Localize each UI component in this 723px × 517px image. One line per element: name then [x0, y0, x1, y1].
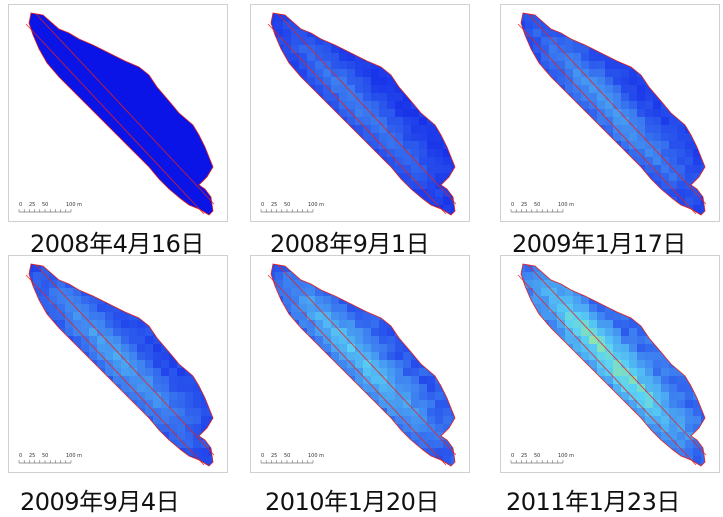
- scale-bar-label: 25: [29, 453, 35, 459]
- scale-bar-label: 25: [271, 202, 277, 208]
- track-line: [517, 23, 697, 215]
- scale-bar-label: 100 m: [308, 453, 324, 459]
- scale-bar-label: 100 m: [308, 202, 324, 208]
- scale-bar-label: 0: [261, 453, 264, 459]
- track-line: [267, 23, 447, 215]
- map-frame: 0 25 50 100 m: [8, 4, 228, 222]
- scale-bar-label: 50: [42, 453, 48, 459]
- scale-bar-label: 50: [534, 202, 540, 208]
- raster-cells: [29, 13, 213, 215]
- map-panel: 0 25 50 100 m: [250, 255, 470, 479]
- date-caption: 2009年9月4日: [20, 488, 180, 516]
- scale-bar-label: 50: [284, 202, 290, 208]
- map-panel: 0 25 50 100 m: [500, 4, 720, 228]
- scale-bar-label: 25: [521, 202, 527, 208]
- scale-bar-label: 50: [42, 202, 48, 208]
- track-line: [527, 264, 707, 456]
- track-line: [25, 274, 205, 466]
- field-raster-map: 0 25 50 100 m: [510, 12, 707, 216]
- scale-bar-label: 100 m: [558, 453, 574, 459]
- field-raster-map: 0 25 50 100 m: [18, 12, 215, 216]
- scale-bar-label: 50: [534, 453, 540, 459]
- track-line: [35, 13, 215, 205]
- field-raster-map: 0 25 50 100 m: [510, 263, 707, 467]
- field-boundary: [520, 12, 706, 216]
- raster-cells: [271, 264, 455, 466]
- raster-cells: [521, 13, 705, 215]
- field-boundary: [270, 12, 456, 216]
- scale-bar-label: 0: [19, 453, 22, 459]
- field-raster-map: 0 25 50 100 m: [260, 263, 457, 467]
- raster-cells: [29, 264, 213, 466]
- scale-bar: 0 25 50 100 m: [260, 453, 324, 464]
- field-raster-map: 0 25 50 100 m: [18, 263, 215, 467]
- field-raster-map: 0 25 50 100 m: [260, 12, 457, 216]
- raster-cells: [521, 264, 705, 466]
- map-panel: 0 25 50 100 m: [8, 255, 228, 479]
- track-line: [25, 23, 205, 215]
- field-boundary: [28, 263, 214, 467]
- scale-bar: 0 25 50 100 m: [510, 453, 574, 464]
- track-line: [277, 264, 457, 456]
- date-caption: 2011年1月23日: [506, 488, 680, 516]
- date-caption: 2010年1月20日: [265, 488, 439, 516]
- track-line: [527, 13, 707, 205]
- map-panel: 0 25 50 100 m: [250, 4, 470, 228]
- scale-bar-label: 100 m: [66, 453, 82, 459]
- scale-bar: 0 25 50 100 m: [18, 202, 82, 213]
- map-panel: 0 25 50 100 m: [500, 255, 720, 479]
- scale-bar-label: 25: [271, 453, 277, 459]
- track-line: [517, 274, 697, 466]
- map-panel: 0 25 50 100 m: [8, 4, 228, 228]
- scale-bar-label: 0: [261, 202, 264, 208]
- track-line: [35, 264, 215, 456]
- raster-cells: [271, 13, 455, 215]
- scale-bar: 0 25 50 100 m: [260, 202, 324, 213]
- date-caption: 2009年1月17日: [512, 230, 686, 258]
- scale-bar-label: 100 m: [558, 202, 574, 208]
- scale-bar-label: 50: [284, 453, 290, 459]
- track-line: [277, 13, 457, 205]
- scale-bar-label: 100 m: [66, 202, 82, 208]
- scale-bar-label: 25: [29, 202, 35, 208]
- scale-bar: 0 25 50 100 m: [510, 202, 574, 213]
- map-frame: 0 25 50 100 m: [250, 255, 470, 473]
- scale-bar-label: 25: [521, 453, 527, 459]
- scale-bar-label: 0: [19, 202, 22, 208]
- field-boundary: [520, 263, 706, 467]
- scale-bar-label: 0: [511, 453, 514, 459]
- track-line: [267, 274, 447, 466]
- scale-bar-label: 0: [511, 202, 514, 208]
- field-boundary: [28, 12, 214, 216]
- map-frame: 0 25 50 100 m: [500, 255, 720, 473]
- map-frame: 0 25 50 100 m: [8, 255, 228, 473]
- date-caption: 2008年4月16日: [30, 230, 204, 258]
- map-frame: 0 25 50 100 m: [500, 4, 720, 222]
- date-caption: 2008年9月1日: [270, 230, 430, 258]
- field-boundary: [270, 263, 456, 467]
- scale-bar: 0 25 50 100 m: [18, 453, 82, 464]
- map-frame: 0 25 50 100 m: [250, 4, 470, 222]
